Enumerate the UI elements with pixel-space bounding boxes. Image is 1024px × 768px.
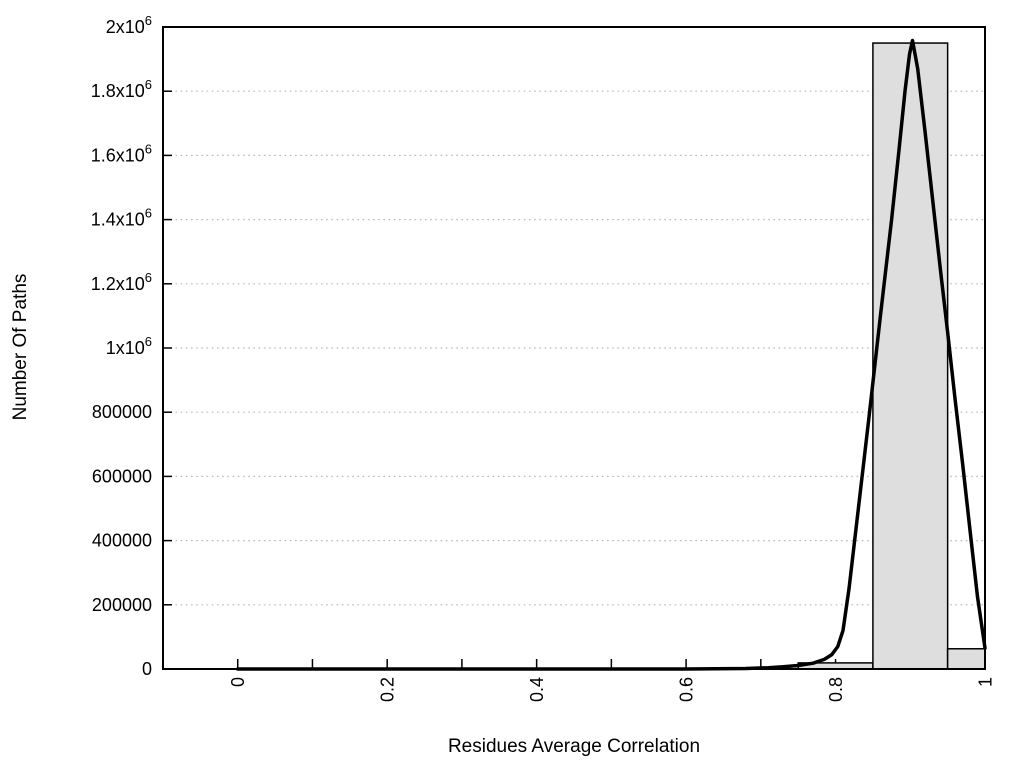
x-axis-title: Residues Average Correlation bbox=[447, 736, 701, 757]
x-tick-label: 0.2 bbox=[378, 677, 398, 702]
y-tick-label: 2x106 bbox=[106, 13, 152, 37]
y-tick-label: 0 bbox=[142, 659, 152, 679]
y-tick-label: 600000 bbox=[92, 466, 152, 486]
x-tick-label: 0.6 bbox=[677, 677, 697, 702]
x-tick-label: 0.8 bbox=[826, 677, 846, 702]
x-tick-label: 0.4 bbox=[527, 677, 547, 702]
y-tick-label: 1.6x106 bbox=[91, 141, 152, 165]
histogram-bar bbox=[872, 42, 949, 670]
y-tick-label: 1.8x106 bbox=[91, 77, 152, 101]
y-tick-label: 1.2x106 bbox=[91, 270, 152, 294]
plot-border bbox=[162, 26, 986, 670]
histogram-bar bbox=[946, 648, 986, 670]
y-tick-label: 800000 bbox=[92, 402, 152, 422]
y-tick-label: 200000 bbox=[92, 595, 152, 615]
y-tick-label: 1x106 bbox=[106, 334, 152, 358]
x-tick-label: 0 bbox=[228, 677, 248, 687]
y-tick-label: 400000 bbox=[92, 531, 152, 551]
x-tick-label: 1 bbox=[976, 677, 996, 687]
y-axis-title: Number Of Paths bbox=[10, 273, 31, 421]
y-tick-label: 1.4x106 bbox=[91, 206, 152, 230]
